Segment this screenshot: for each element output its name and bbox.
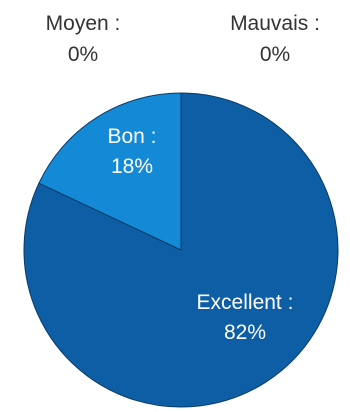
label-excellent: Excellent : bbox=[197, 291, 294, 314]
pie-slices bbox=[23, 92, 339, 408]
label-moyen: Moyen : bbox=[46, 12, 121, 35]
slice-bon bbox=[38, 92, 182, 251]
value-bon: 18% bbox=[111, 155, 153, 178]
value-mauvais: 0% bbox=[260, 43, 290, 66]
value-excellent: 82% bbox=[224, 321, 266, 344]
label-mauvais: Mauvais : bbox=[230, 12, 320, 35]
value-moyen: 0% bbox=[68, 43, 98, 66]
label-bon: Bon : bbox=[107, 125, 156, 148]
